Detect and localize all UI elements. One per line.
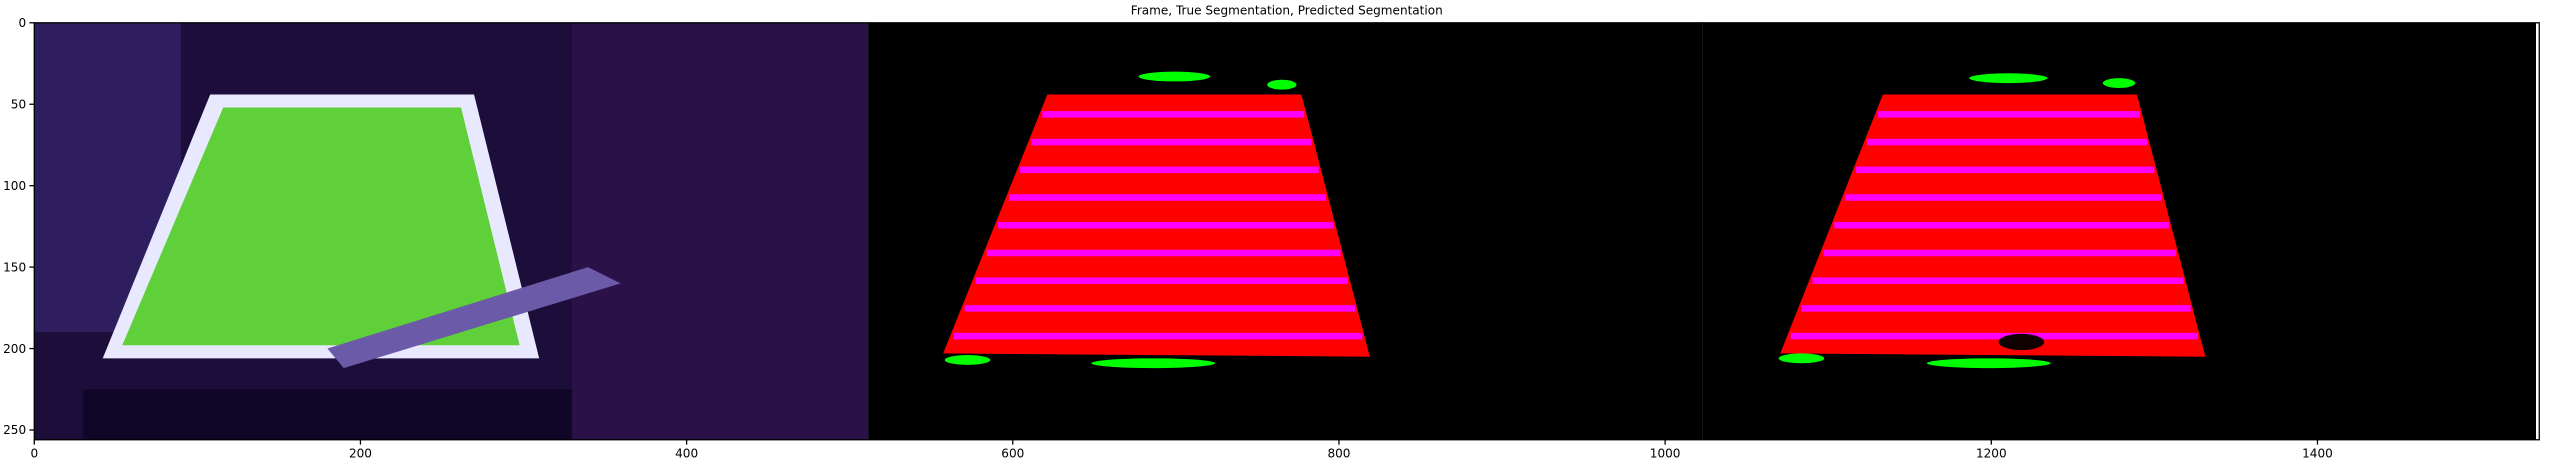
- x-tick-label: 200: [349, 447, 372, 461]
- stripe-mask: [1834, 221, 2169, 229]
- stripe-mask: [1845, 194, 2162, 201]
- stripe-mask: [964, 305, 1356, 312]
- stripe-mask: [1856, 166, 2155, 174]
- true-segmentation: [943, 94, 1370, 357]
- rod-mask: [1091, 358, 1216, 369]
- y-tick-label: 200: [3, 342, 26, 356]
- x-tick-label: 600: [1001, 447, 1024, 461]
- rod-mask: [1267, 79, 1297, 90]
- stripe-mask: [1042, 111, 1305, 118]
- rod-mask: [1926, 358, 2051, 369]
- y-tick-label: 250: [3, 423, 26, 437]
- stripe-mask: [1812, 277, 2184, 284]
- stripe-mask: [1020, 166, 1319, 174]
- frame-arm: [327, 267, 621, 369]
- axes-frame: [33, 22, 2540, 441]
- frame-table-field: [122, 107, 520, 346]
- rod-mask: [944, 355, 991, 365]
- rod-mask: [1778, 353, 1825, 364]
- stripe-mask: [1031, 138, 1312, 146]
- stripe-mask: [986, 249, 1341, 257]
- stripe-mask: [997, 221, 1334, 229]
- x-tick-label: 400: [675, 447, 698, 461]
- stripe-mask: [1877, 111, 2140, 118]
- rod-mask: [1138, 71, 1211, 82]
- frame-player: [571, 22, 869, 440]
- rod-mask: [1969, 73, 2048, 84]
- x-tick-label: 0: [30, 447, 38, 461]
- stripe-mask: [1823, 249, 2177, 257]
- stripe-mask: [975, 277, 1348, 284]
- stripe-mask: [953, 332, 1363, 340]
- stripe-mask: [1801, 305, 2191, 312]
- x-tick-label: 1400: [2302, 447, 2333, 461]
- y-tick-label: 100: [3, 179, 26, 193]
- chart-title: Frame, True Segmentation, Predicted Segm…: [1131, 4, 1443, 18]
- x-tick-label: 1000: [1650, 447, 1681, 461]
- x-tick-label: 1200: [1976, 447, 2007, 461]
- frame-bottom: [83, 389, 572, 440]
- y-tick-label: 0: [18, 16, 26, 30]
- rod-mask: [2102, 78, 2136, 88]
- pred-artifact: [1998, 333, 2045, 351]
- stripe-mask: [1790, 332, 2198, 340]
- image: [34, 22, 2537, 440]
- stripe-mask: [1867, 138, 2147, 146]
- predicted-segmentation: [1780, 94, 2206, 357]
- y-tick-label: 150: [3, 260, 26, 274]
- x-tick-label: 800: [1327, 447, 1350, 461]
- stripe-mask: [1009, 194, 1327, 201]
- y-tick-label: 50: [11, 97, 26, 111]
